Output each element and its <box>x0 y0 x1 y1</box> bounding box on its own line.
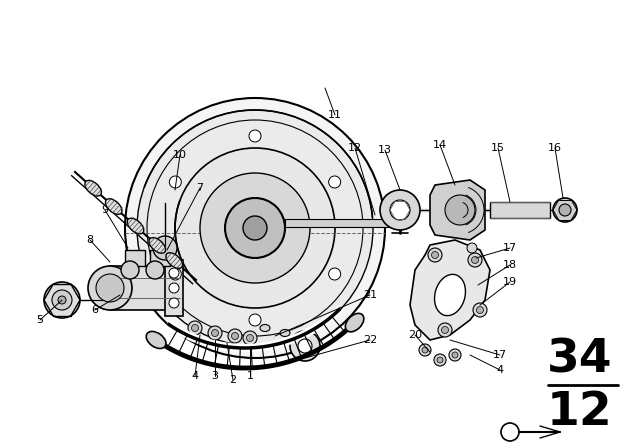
Circle shape <box>125 98 385 358</box>
Circle shape <box>437 357 443 363</box>
Text: 13: 13 <box>378 145 392 155</box>
Text: 12: 12 <box>348 143 362 153</box>
Text: 8: 8 <box>86 235 93 245</box>
Text: 19: 19 <box>503 277 517 287</box>
Ellipse shape <box>346 314 364 332</box>
Bar <box>285 219 400 227</box>
Ellipse shape <box>146 332 166 349</box>
Circle shape <box>211 329 218 336</box>
Ellipse shape <box>280 329 290 336</box>
Circle shape <box>225 198 285 258</box>
Circle shape <box>431 251 438 258</box>
Text: 18: 18 <box>503 260 517 270</box>
Circle shape <box>208 326 222 340</box>
Text: 11: 11 <box>328 110 342 120</box>
Text: 7: 7 <box>196 183 204 193</box>
Circle shape <box>169 268 179 278</box>
Circle shape <box>329 176 340 188</box>
Circle shape <box>452 352 458 358</box>
Circle shape <box>442 327 449 333</box>
Text: 22: 22 <box>363 335 377 345</box>
Circle shape <box>473 303 487 317</box>
Circle shape <box>329 268 340 280</box>
Ellipse shape <box>149 237 166 253</box>
Text: 20: 20 <box>408 330 422 340</box>
Ellipse shape <box>106 199 122 215</box>
Circle shape <box>434 354 446 366</box>
Circle shape <box>249 314 261 326</box>
Text: 4: 4 <box>497 365 504 375</box>
Circle shape <box>445 195 475 225</box>
Polygon shape <box>430 180 485 240</box>
Circle shape <box>153 236 177 260</box>
Ellipse shape <box>260 324 270 332</box>
Circle shape <box>243 331 257 345</box>
Circle shape <box>249 130 261 142</box>
Circle shape <box>146 261 164 279</box>
Circle shape <box>200 173 310 283</box>
Circle shape <box>419 344 431 356</box>
Circle shape <box>298 339 312 353</box>
Circle shape <box>137 110 373 346</box>
Circle shape <box>428 248 442 262</box>
Circle shape <box>88 266 132 310</box>
Polygon shape <box>410 240 490 340</box>
Bar <box>110 266 180 310</box>
Text: 17: 17 <box>493 350 507 360</box>
Circle shape <box>191 324 198 332</box>
Circle shape <box>472 257 479 263</box>
Text: 21: 21 <box>363 290 377 300</box>
Ellipse shape <box>85 181 102 196</box>
Circle shape <box>232 332 239 340</box>
Circle shape <box>169 298 179 308</box>
Text: 9: 9 <box>101 205 109 215</box>
Bar <box>150 250 170 266</box>
Text: 14: 14 <box>433 140 447 150</box>
Ellipse shape <box>127 218 144 234</box>
Bar <box>490 202 550 218</box>
Circle shape <box>468 253 482 267</box>
Text: 10: 10 <box>173 150 187 160</box>
Bar <box>165 260 183 316</box>
Text: 16: 16 <box>548 143 562 153</box>
Circle shape <box>438 323 452 337</box>
Text: 3: 3 <box>211 371 218 381</box>
Text: 15: 15 <box>491 143 505 153</box>
Circle shape <box>422 347 428 353</box>
Circle shape <box>121 261 139 279</box>
Bar <box>125 250 145 266</box>
Text: 6: 6 <box>92 305 99 315</box>
Circle shape <box>390 200 410 220</box>
Circle shape <box>380 190 420 230</box>
Text: 4: 4 <box>191 371 198 381</box>
Text: 12: 12 <box>547 389 613 435</box>
Circle shape <box>170 176 181 188</box>
Circle shape <box>553 198 577 222</box>
Ellipse shape <box>166 253 182 268</box>
Circle shape <box>290 331 320 361</box>
Circle shape <box>559 204 571 216</box>
Circle shape <box>246 335 253 341</box>
Circle shape <box>449 349 461 361</box>
Text: 1: 1 <box>246 371 253 381</box>
Circle shape <box>44 282 80 318</box>
Circle shape <box>228 329 242 343</box>
Ellipse shape <box>435 274 465 316</box>
Text: 2: 2 <box>229 375 237 385</box>
Text: 34: 34 <box>547 337 613 383</box>
Text: 17: 17 <box>503 243 517 253</box>
Circle shape <box>170 268 181 280</box>
Circle shape <box>96 274 124 302</box>
Circle shape <box>477 306 483 314</box>
Circle shape <box>169 283 179 293</box>
Circle shape <box>188 321 202 335</box>
Circle shape <box>467 243 477 253</box>
Circle shape <box>52 290 72 310</box>
Circle shape <box>58 296 66 304</box>
Circle shape <box>175 148 335 308</box>
Text: 5: 5 <box>36 315 44 325</box>
Circle shape <box>243 216 267 240</box>
